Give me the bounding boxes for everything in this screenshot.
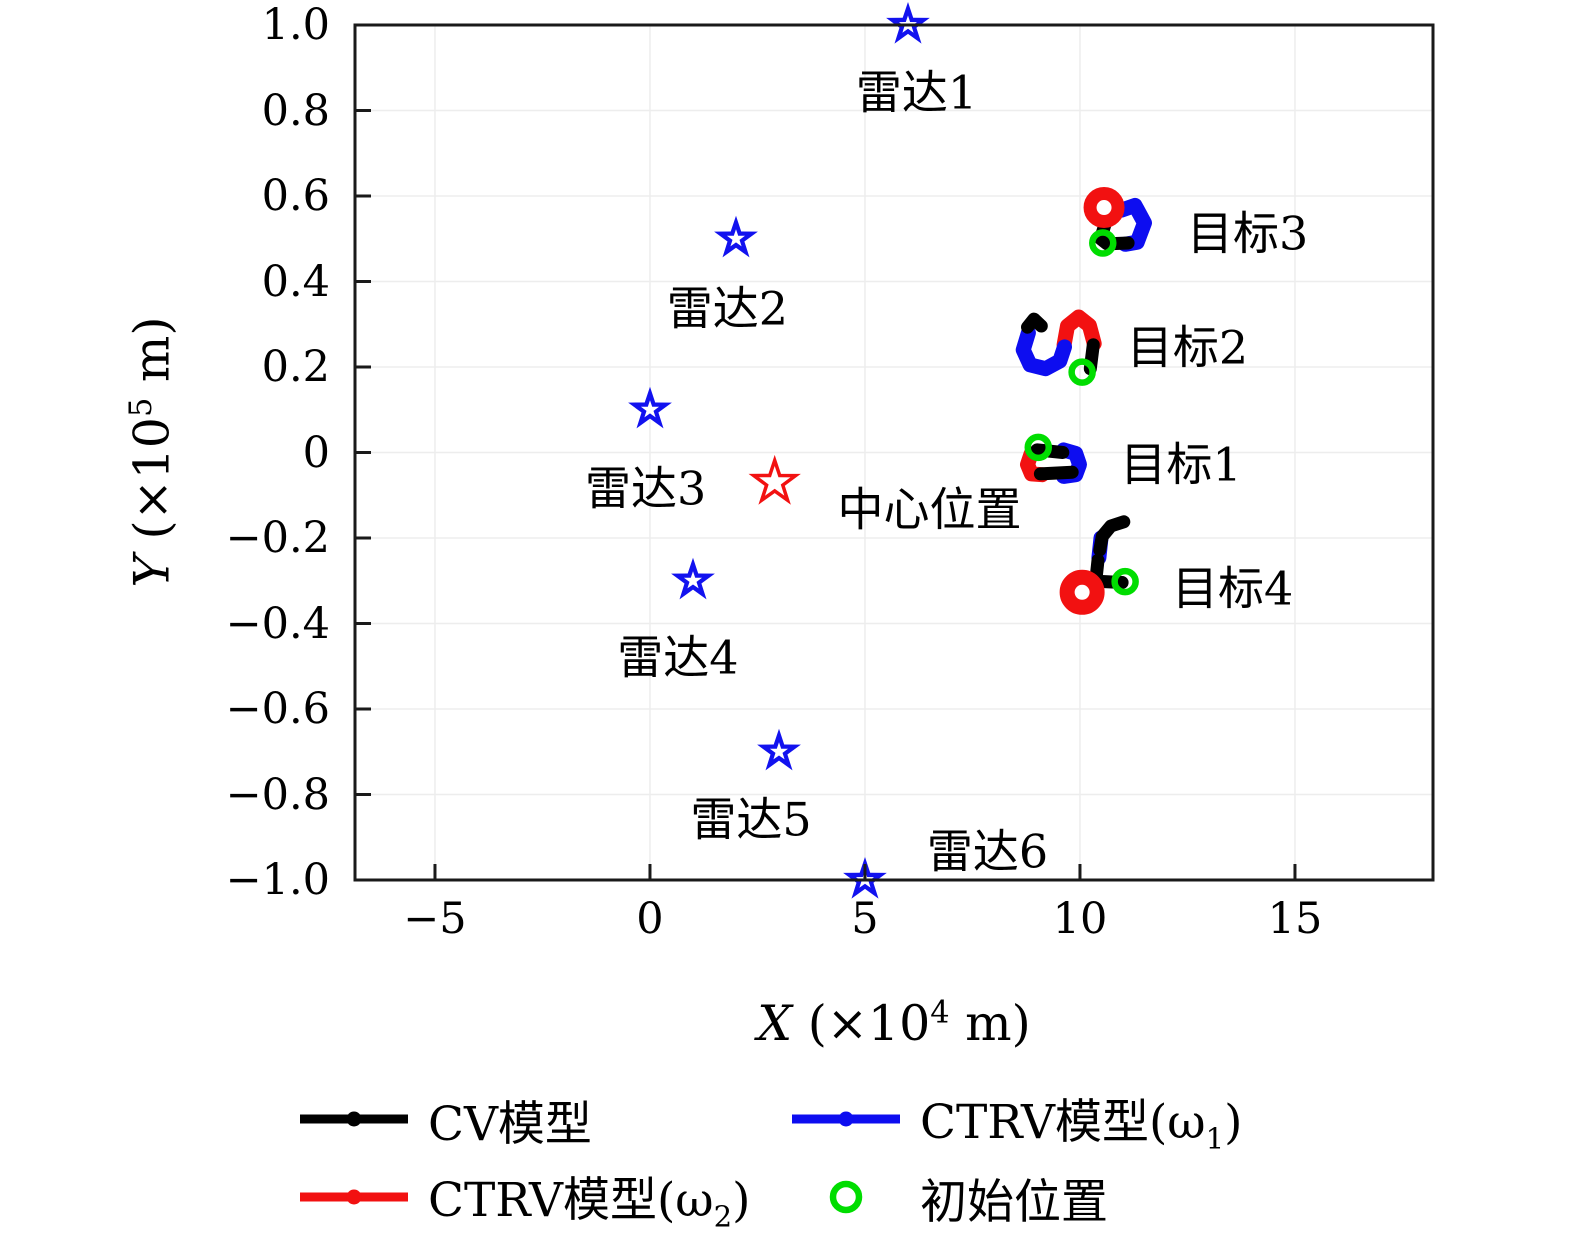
legend-line-marker xyxy=(300,1111,408,1127)
center-star-marker xyxy=(748,454,801,505)
initial-position-marker xyxy=(1111,567,1139,596)
legend-item: CTRV模型(ω1) xyxy=(790,1083,1243,1155)
target-trajectory-ctrv1 xyxy=(1015,325,1072,377)
radar-label: 雷达2 xyxy=(666,281,789,336)
target-label: 目标4 xyxy=(1171,562,1294,616)
x-tick-label: 0 xyxy=(636,894,664,944)
target-trajectory-cv xyxy=(1021,312,1048,334)
target-trajectory-ctrv2-ring xyxy=(1083,187,1125,229)
target-label: 目标3 xyxy=(1187,206,1309,261)
legend-label: CTRV模型(ω2) xyxy=(428,1172,751,1234)
center-position-label: 中心位置 xyxy=(837,482,1022,537)
legend-item: CV模型 xyxy=(298,1085,790,1154)
y-tick-label: −0.4 xyxy=(225,598,330,649)
y-tick-label: −0.2 xyxy=(225,513,330,563)
radar-star-inner xyxy=(726,229,745,247)
target-trajectory-ctrv2 xyxy=(1056,309,1102,353)
y-tick-label: 0.6 xyxy=(261,171,330,221)
radar-label: 雷达4 xyxy=(617,630,739,685)
y-tick-label: 0.8 xyxy=(261,85,330,136)
radar-label: 雷达5 xyxy=(690,792,812,847)
radar-star-inner xyxy=(640,400,659,418)
y-tick-label: −0.8 xyxy=(225,769,330,820)
legend-item: CTRV模型(ω2) xyxy=(298,1161,790,1233)
radar-label: 雷达1 xyxy=(855,66,978,121)
x-tick-label: −5 xyxy=(403,894,467,944)
y-tick-label: −0.6 xyxy=(225,684,330,734)
legend-label: CV模型 xyxy=(428,1096,592,1152)
x-tick-label: 10 xyxy=(1052,894,1108,944)
y-tick-label: 0 xyxy=(302,427,330,478)
radar-label: 雷达6 xyxy=(926,824,1049,879)
y-axis-variable: Y xyxy=(123,555,181,588)
initial-position-marker xyxy=(1024,433,1053,462)
x-axis-label: X (×104 m) xyxy=(757,995,1031,1052)
legend-item: 初始位置 xyxy=(790,1163,1243,1232)
y-tick-label: 0.2 xyxy=(261,342,330,392)
initial-position-marker xyxy=(1068,358,1096,386)
target-label: 目标1 xyxy=(1120,438,1242,493)
legend-label: 初始位置 xyxy=(920,1174,1108,1230)
y-axis-label: Y (×105 m) xyxy=(123,316,181,588)
y-tick-label: 1.0 xyxy=(261,0,330,50)
radar-label: 雷达3 xyxy=(585,461,707,516)
plot-canvas xyxy=(353,2,1435,899)
radar-star-inner xyxy=(769,742,788,760)
target-label: 目标2 xyxy=(1126,320,1249,375)
y-tick-label: −1.0 xyxy=(225,855,330,905)
legend: CV模型 CTRV模型(ω1) CTRV模型(ω2) 初始位置 xyxy=(298,1080,1243,1236)
x-tick-label: 5 xyxy=(851,894,879,944)
x-tick-label: 15 xyxy=(1267,894,1323,944)
y-tick-label: 0.4 xyxy=(261,256,330,307)
initial-position-marker xyxy=(1089,229,1117,257)
target-trajectory-cv xyxy=(1033,465,1079,481)
legend-label: CTRV模型(ω1) xyxy=(920,1094,1243,1156)
radar-star-inner xyxy=(683,571,702,589)
target-trajectory-ctrv2-ring xyxy=(1059,569,1105,615)
legend-line-marker xyxy=(300,1189,408,1205)
legend-line-marker xyxy=(792,1111,900,1127)
target-trajectory-cv xyxy=(1093,515,1131,557)
legend-circle-marker xyxy=(829,1180,863,1214)
x-axis-variable: X xyxy=(757,995,793,1052)
